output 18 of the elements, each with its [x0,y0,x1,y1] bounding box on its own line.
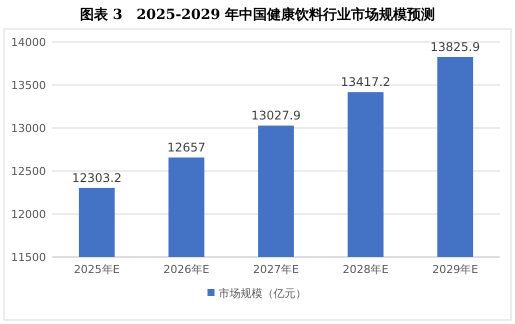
legend-label: 市场规模（亿元） [218,287,306,300]
x-tick-label: 2027年E [253,263,300,276]
data-label: 13027.9 [251,108,301,123]
chart-title: 图表 3 2025-2029 年中国健康饮料行业市场规模预测 [80,6,436,23]
y-tick-label: 11500 [11,251,46,264]
y-tick-label: 13000 [11,122,46,135]
data-label: 13417.2 [340,75,390,90]
x-tick-label: 2025年E [74,263,120,276]
y-tick-label: 13500 [11,79,46,92]
x-tick-label: 2029年E [432,263,478,276]
data-label: 13825.9 [430,40,480,54]
x-tick-label: 2028年E [342,263,389,276]
y-tick-label: 12500 [11,165,46,178]
y-tick-label: 12000 [11,208,46,221]
y-tick-label: 14000 [11,36,46,49]
x-tick-label: 2026年E [163,263,210,276]
data-label: 12657 [167,140,206,154]
data-label: 12303.2 [72,170,122,185]
